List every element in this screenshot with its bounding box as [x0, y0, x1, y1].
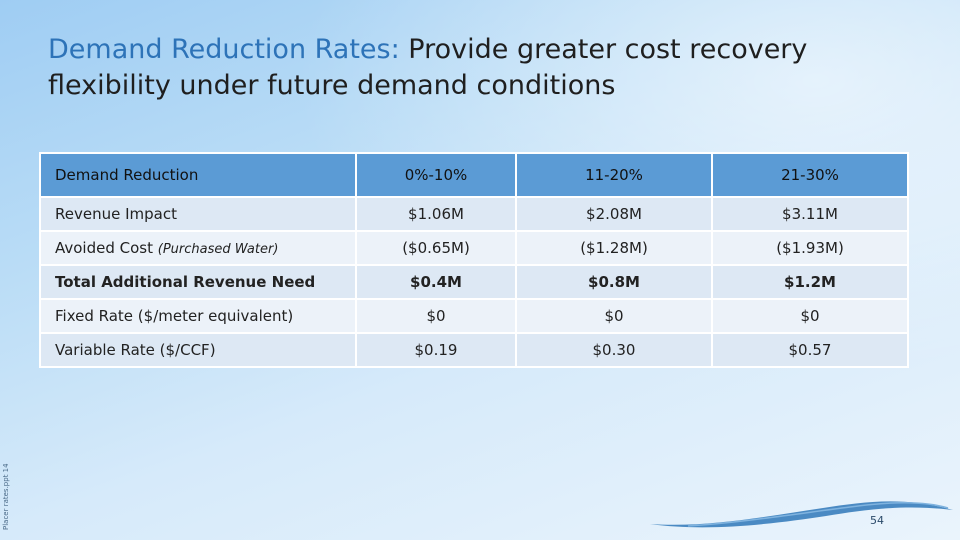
table-cell: ($1.28M) [515, 230, 713, 266]
side-file-label: Placer rates.ppt 14 [2, 463, 10, 530]
table-row: Fixed Rate ($/meter equivalent) $0 $0 $0 [39, 298, 909, 334]
table-row: Total Additional Revenue Need $0.4M $0.8… [39, 264, 909, 300]
row-label-text: Variable Rate ($/CCF) [55, 341, 216, 359]
page-number: 54 [870, 514, 884, 527]
table-cell: $0.8M [515, 264, 713, 300]
row-label: Avoided Cost (Purchased Water) [39, 230, 357, 266]
wave-logo-icon [650, 501, 953, 528]
table-cell: $0 [355, 298, 517, 334]
table-row: Variable Rate ($/CCF) $0.19 $0.30 $0.57 [39, 332, 909, 368]
table-cell: $1.2M [711, 264, 909, 300]
row-label: Total Additional Revenue Need [39, 264, 357, 300]
table-cell: $0 [711, 298, 909, 334]
row-label-text: Total Additional Revenue Need [55, 273, 316, 291]
table-row: Revenue Impact $1.06M $2.08M $3.11M [39, 196, 909, 232]
row-label-text: Revenue Impact [55, 205, 177, 223]
row-label-text: Fixed Rate ($/meter equivalent) [55, 307, 294, 325]
table-cell: $0 [515, 298, 713, 334]
table-cell: $2.08M [515, 196, 713, 232]
table-row: Avoided Cost (Purchased Water) ($0.65M) … [39, 230, 909, 266]
row-label: Revenue Impact [39, 196, 357, 232]
title-rest: Provide greater cost recovery flexibilit… [48, 34, 808, 101]
header-cell: 11-20% [515, 152, 713, 198]
table-cell: $0.19 [355, 332, 517, 368]
row-label-sub: (Purchased Water) [157, 242, 279, 257]
header-cell: 21-30% [711, 152, 909, 198]
table-cell: ($0.65M) [355, 230, 517, 266]
table-cell: $1.06M [355, 196, 517, 232]
row-label: Variable Rate ($/CCF) [39, 332, 357, 368]
table-cell: ($1.93M) [711, 230, 909, 266]
header-cell: 0%-10% [355, 152, 517, 198]
demand-reduction-table: Demand Reduction 0%-10% 11-20% 21-30% Re… [39, 152, 909, 368]
slide-title: Demand Reduction Rates: Provide greater … [48, 32, 868, 104]
title-accent: Demand Reduction Rates: [48, 34, 400, 65]
row-label: Fixed Rate ($/meter equivalent) [39, 298, 357, 334]
table-cell: $3.11M [711, 196, 909, 232]
row-label-text: Avoided Cost [55, 239, 158, 257]
table-cell: $0.4M [355, 264, 517, 300]
table-cell: $0.57 [711, 332, 909, 368]
header-cell: Demand Reduction [39, 152, 357, 198]
table-header-row: Demand Reduction 0%-10% 11-20% 21-30% [39, 152, 909, 198]
table-cell: $0.30 [515, 332, 713, 368]
